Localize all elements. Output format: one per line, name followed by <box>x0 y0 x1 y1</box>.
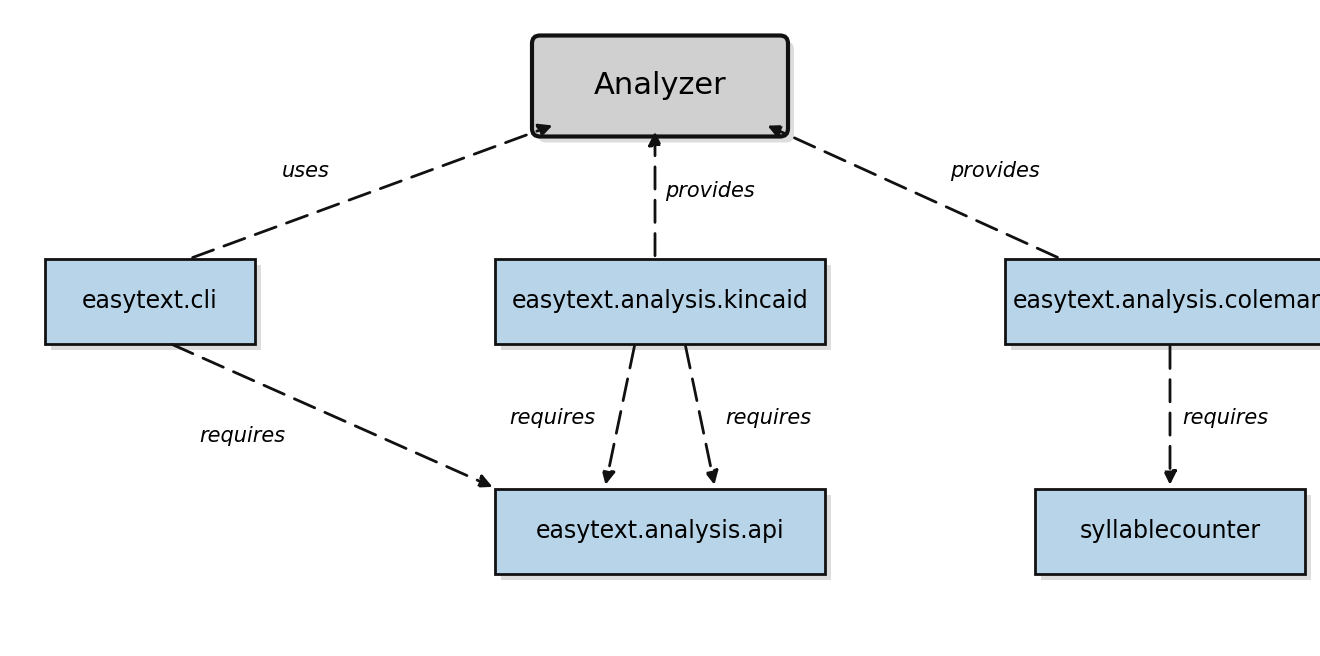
Text: uses: uses <box>282 161 330 181</box>
FancyBboxPatch shape <box>502 495 832 579</box>
Text: easytext.cli: easytext.cli <box>82 289 218 313</box>
FancyBboxPatch shape <box>51 264 261 350</box>
Text: easytext.analysis.coleman: easytext.analysis.coleman <box>1014 289 1320 313</box>
FancyBboxPatch shape <box>495 489 825 573</box>
FancyBboxPatch shape <box>1005 258 1320 344</box>
FancyBboxPatch shape <box>539 41 795 142</box>
Text: provides: provides <box>950 161 1040 181</box>
FancyBboxPatch shape <box>532 35 788 136</box>
Text: provides: provides <box>665 181 755 201</box>
Text: syllablecounter: syllablecounter <box>1080 519 1261 543</box>
FancyBboxPatch shape <box>1041 495 1311 579</box>
Text: easytext.analysis.api: easytext.analysis.api <box>536 519 784 543</box>
FancyBboxPatch shape <box>45 258 255 344</box>
FancyBboxPatch shape <box>502 264 832 350</box>
FancyBboxPatch shape <box>1035 489 1305 573</box>
Text: requires: requires <box>510 408 595 428</box>
FancyBboxPatch shape <box>495 258 825 344</box>
Text: requires: requires <box>725 408 810 428</box>
FancyBboxPatch shape <box>1011 264 1320 350</box>
Text: requires: requires <box>199 426 285 446</box>
Text: requires: requires <box>1181 408 1269 428</box>
Text: easytext.analysis.kincaid: easytext.analysis.kincaid <box>512 289 808 313</box>
Text: Analyzer: Analyzer <box>594 72 726 100</box>
